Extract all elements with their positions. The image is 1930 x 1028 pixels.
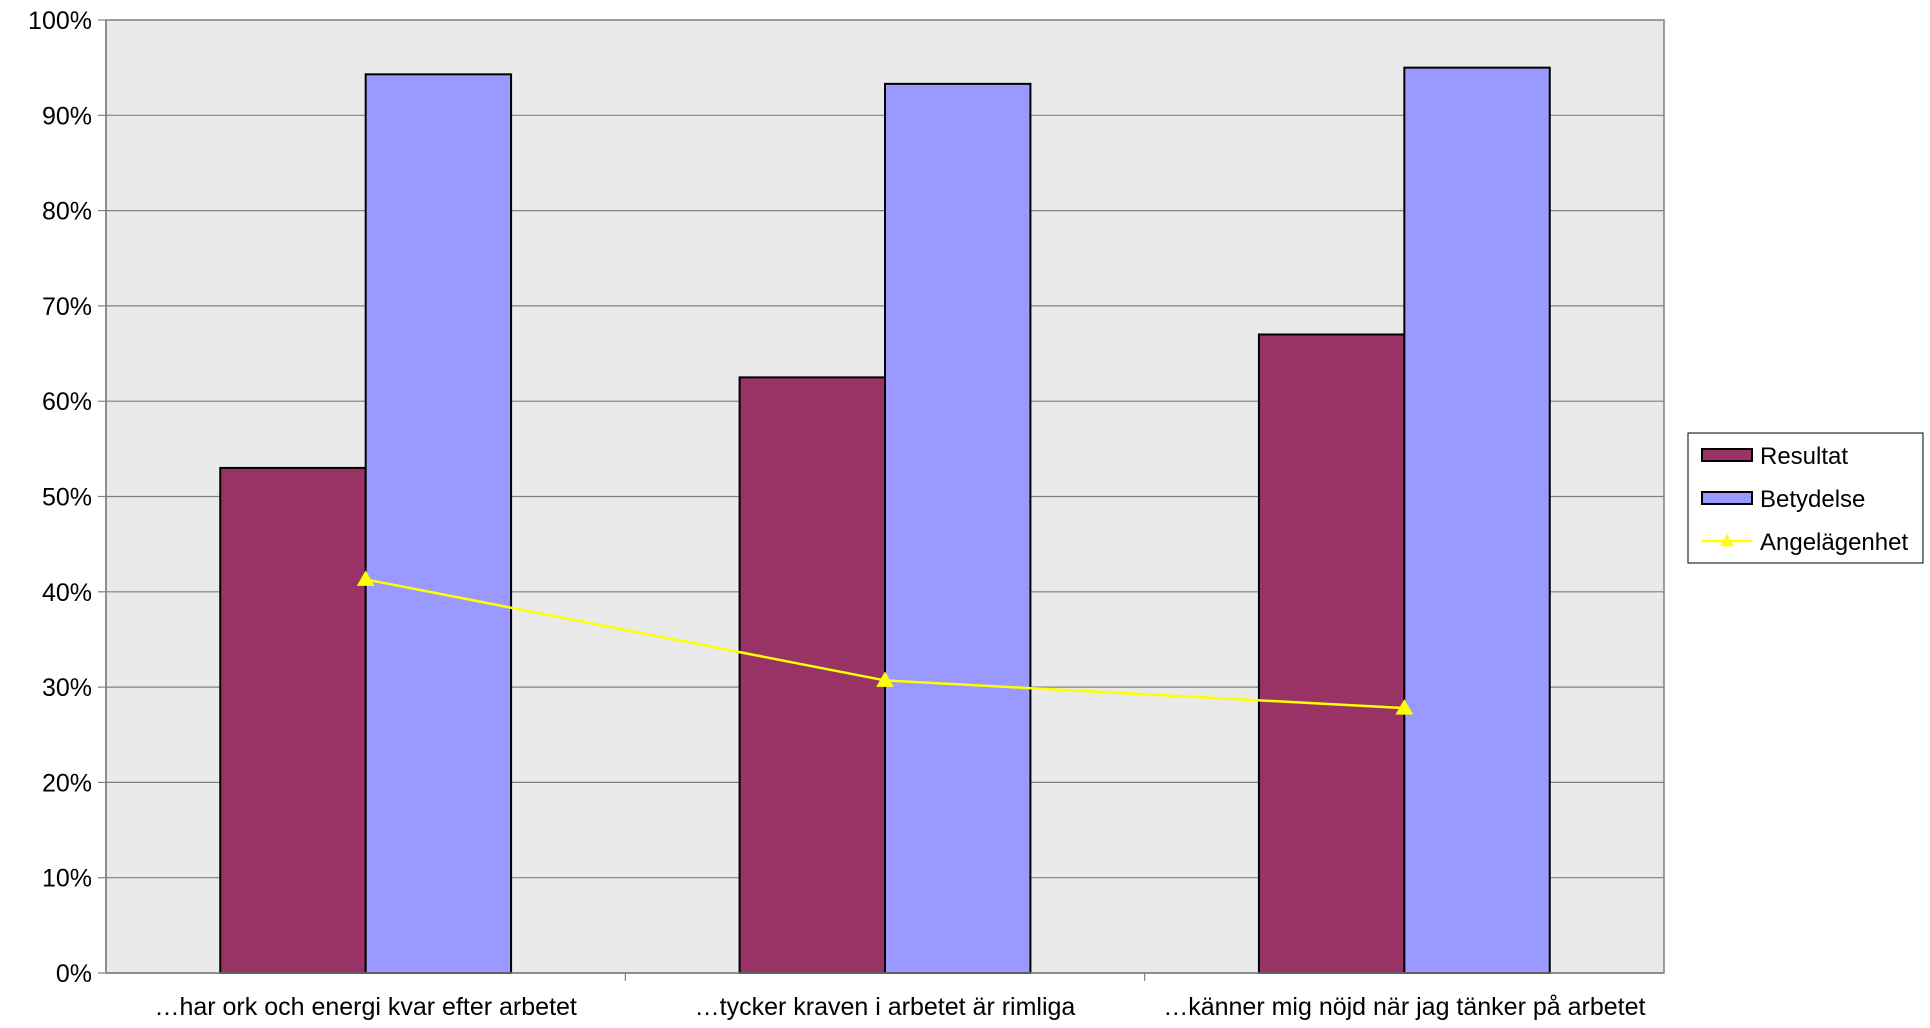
- x-category-label: …tycker kraven i arbetet är rimliga: [695, 993, 1076, 1021]
- line-marker-angelägenhet: [356, 570, 375, 586]
- line-series: [356, 570, 1414, 715]
- axes: 0% 10% 20% 30% 40% 50% 60% 70% 80% 90% 100% …har or…: [28, 7, 1664, 1021]
- bar-resultat: [219, 466, 367, 974]
- legend-marker-angelägenhet: [1720, 534, 1734, 547]
- y-tick-label: 80%: [42, 198, 92, 226]
- line-marker-angelägenhet: [1395, 699, 1414, 715]
- y-tick-label: 20%: [42, 769, 92, 797]
- y-tick-label: 0%: [56, 960, 92, 988]
- y-tick-label: 70%: [42, 293, 92, 321]
- y-tick-label: 40%: [42, 579, 92, 607]
- bar-betydelse: [364, 73, 513, 975]
- y-tick-label: 10%: [42, 865, 92, 893]
- legend-label-resultat: Resultat: [1760, 443, 1848, 470]
- legend-swatch-betydelse: [1701, 491, 1753, 505]
- y-tick-label: 30%: [42, 674, 92, 702]
- y-tick-label: 100%: [28, 7, 92, 35]
- y-tick-label: 90%: [42, 102, 92, 130]
- legend-swatch-resultat: [1701, 448, 1753, 462]
- legend-label-angelägenhet: Angelägenhet: [1760, 529, 1908, 556]
- bar-betydelse: [884, 82, 1032, 974]
- y-tick-label: 60%: [42, 388, 92, 416]
- line-marker-angelägenhet: [876, 671, 894, 687]
- x-category-label: …har ork och energi kvar efter arbetet: [154, 993, 576, 1021]
- bar-resultat: [1257, 333, 1406, 974]
- legend-label-betydelse: Betydelse: [1760, 486, 1865, 513]
- y-tick-label: 50%: [42, 484, 92, 512]
- x-category-label: …känner mig nöjd när jag tänker på arbet…: [1163, 993, 1645, 1021]
- legend: Resultat Betydelse Angelägenhet: [1687, 432, 1924, 564]
- bar-betydelse: [1403, 66, 1551, 974]
